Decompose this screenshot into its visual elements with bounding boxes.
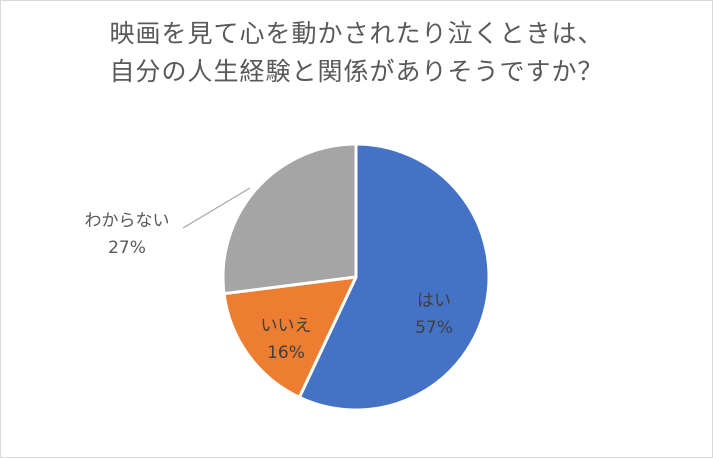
chart-title-line-1: 映画を見て心を動かされたり泣くときは、 [109,19,604,48]
slice-hai [297,142,491,412]
slice-label-iie: いいえ [261,316,312,336]
slice-label-hai: はい [417,291,451,311]
slice-value-hai: 57% [415,318,453,338]
pie-slices [221,142,491,412]
slice-label-wakaranai: わからない [85,211,170,231]
slice-value-wakaranai: 27% [108,238,146,258]
chart-title: 映画を見て心を動かされたり泣くときは、 自分の人生経験と関係がありそうですか？ [1,15,712,91]
leader-line-wakaranai [182,187,251,229]
slice-iie [222,275,358,399]
slice-value-iie: 16% [267,343,305,363]
slice-wakaranai [221,142,358,296]
chart-title-line-2: 自分の人生経験と関係がありそうですか？ [109,57,604,86]
